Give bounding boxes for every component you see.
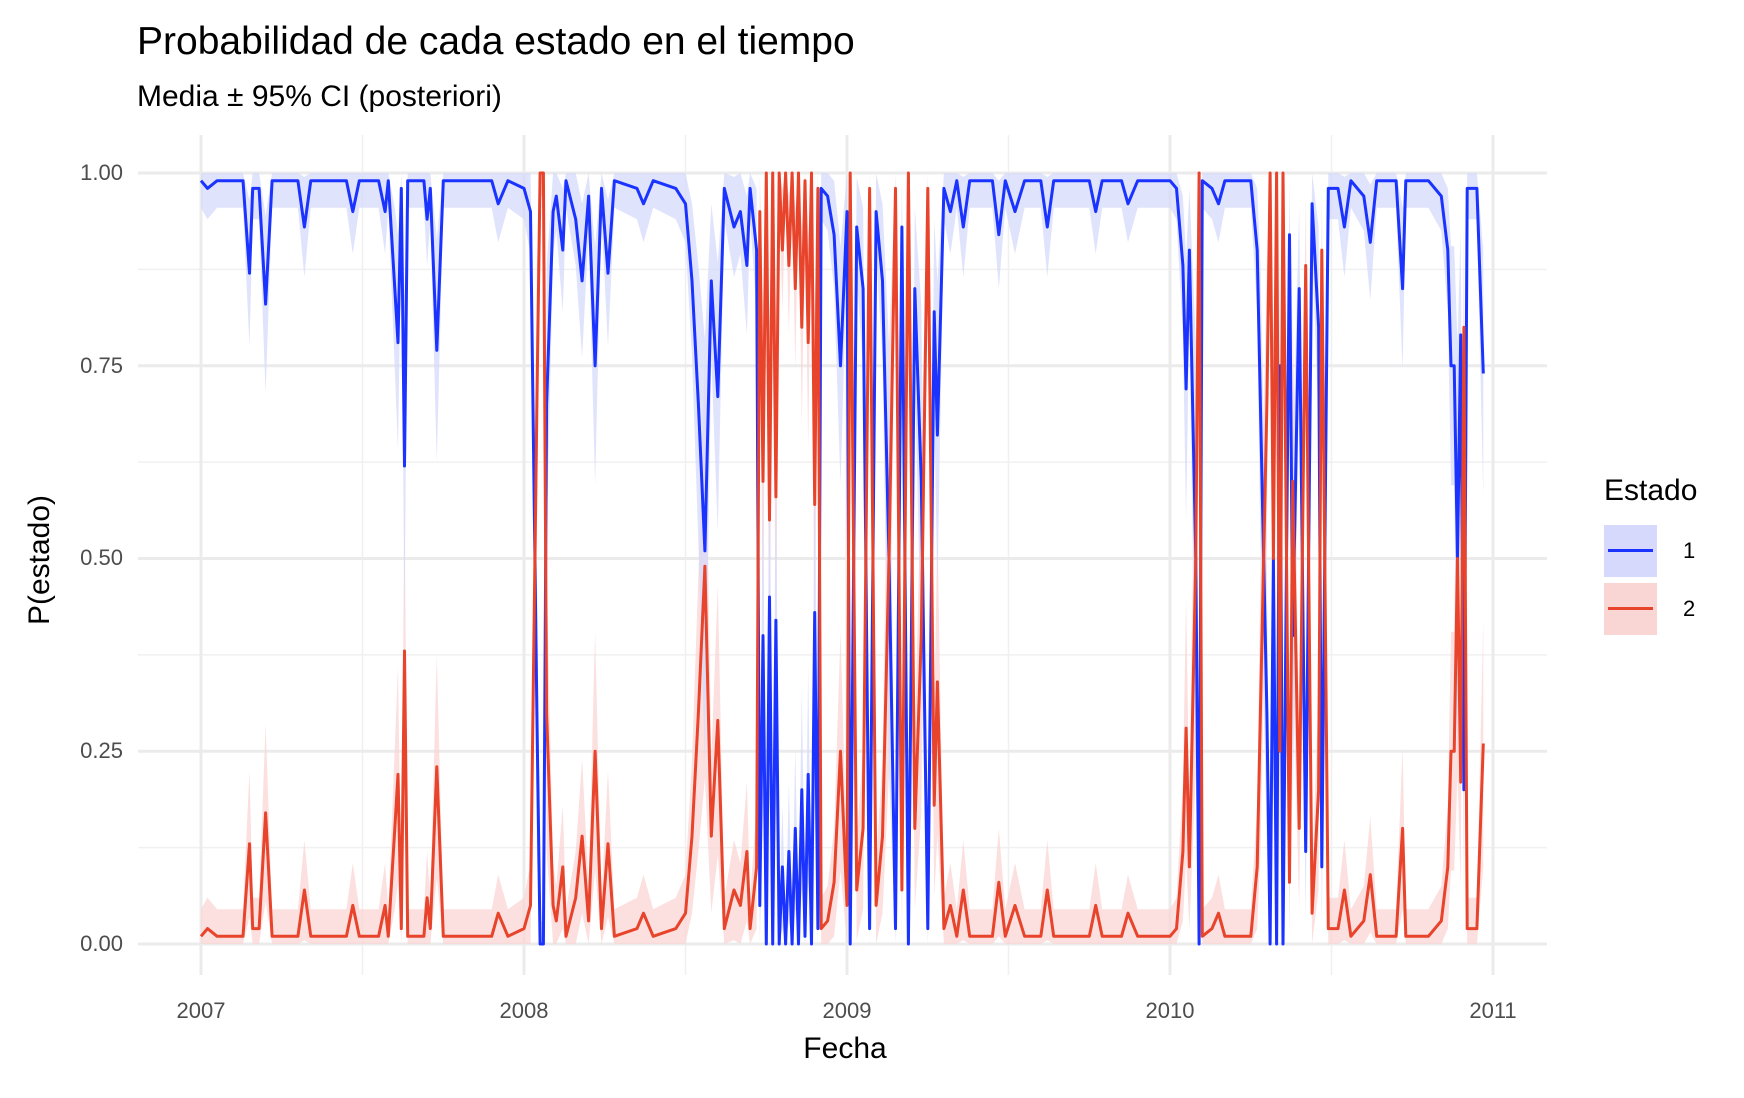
legend: Estado 1 2 (1604, 474, 1697, 638)
y-tick: 1.00 (80, 160, 123, 185)
y-tick: 0.50 (80, 545, 123, 570)
legend-key-2 (1604, 583, 1657, 635)
x-tick: 2007 (176, 998, 226, 1023)
chart-subtitle: Media ± 95% CI (posteriori) (137, 80, 502, 113)
y-axis-label: P(estado) (23, 494, 56, 626)
x-tick: 2011 (1469, 998, 1517, 1023)
y-tick: 0.00 (80, 931, 123, 956)
x-axis-label: Fecha (803, 1032, 887, 1065)
x-tick: 2010 (1145, 998, 1195, 1023)
legend-line-1 (1608, 549, 1653, 552)
legend-item-estado-1: 1 (1604, 522, 1697, 580)
series-lines (199, 171, 1485, 946)
x-tick: 2008 (499, 998, 549, 1023)
legend-line-2 (1608, 607, 1653, 610)
y-tick: 0.25 (80, 738, 123, 763)
legend-label-1: 1 (1683, 538, 1696, 563)
chart-title: Probabilidad de cada estado en el tiempo (137, 20, 855, 63)
legend-key-1 (1604, 525, 1657, 577)
x-tick: 2009 (822, 998, 872, 1023)
legend-label-2: 2 (1683, 596, 1696, 621)
legend-item-estado-2: 2 (1604, 580, 1697, 638)
y-tick: 0.75 (80, 353, 123, 378)
legend-title: Estado (1604, 474, 1698, 507)
